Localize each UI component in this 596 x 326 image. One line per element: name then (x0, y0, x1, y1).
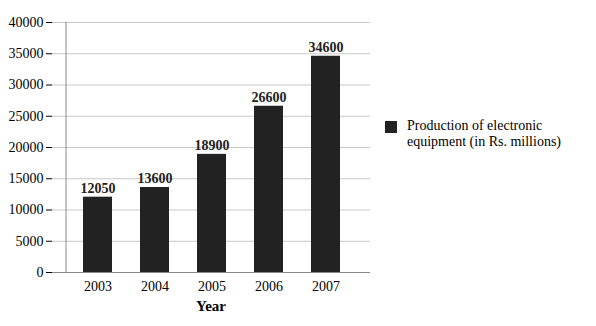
svg-text:10000: 10000 (9, 202, 44, 217)
svg-text:18900: 18900 (195, 138, 230, 153)
svg-text:26600: 26600 (252, 90, 287, 105)
svg-text:12050: 12050 (81, 181, 116, 196)
svg-text:2003: 2003 (84, 279, 112, 294)
svg-text:0: 0 (37, 265, 44, 280)
svg-text:30000: 30000 (9, 77, 44, 92)
svg-text:5000: 5000 (16, 234, 44, 249)
svg-text:20000: 20000 (9, 140, 44, 155)
svg-text:2004: 2004 (141, 279, 169, 294)
svg-text:40000: 40000 (9, 15, 44, 30)
html-text:Year: Year (196, 298, 226, 314)
svg-text:25000: 25000 (9, 109, 44, 124)
svg-text:2005: 2005 (198, 279, 226, 294)
svg-text:13600: 13600 (138, 171, 173, 186)
svg-text:2006: 2006 (255, 279, 283, 294)
svg-text:2007: 2007 (312, 279, 340, 294)
svg-text:34600: 34600 (309, 40, 344, 55)
html-text:Production of electronic equip: Production of electronic equipment (in R… (407, 118, 561, 149)
svg-text:35000: 35000 (9, 46, 44, 61)
svg-text:15000: 15000 (9, 171, 44, 186)
